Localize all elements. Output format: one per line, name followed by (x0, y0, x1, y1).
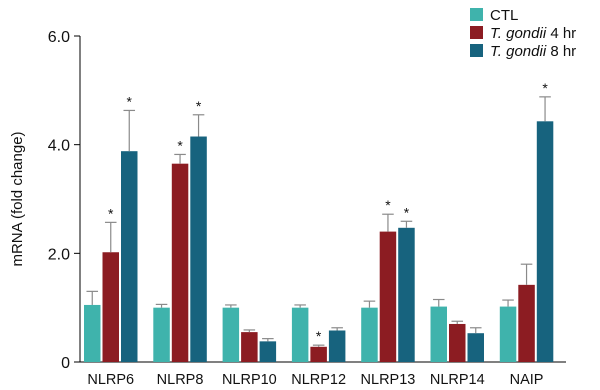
error-bar (520, 263, 533, 285)
bar (430, 306, 447, 362)
legend-swatch (470, 26, 483, 39)
error-bar (104, 221, 117, 253)
legend-item: CTL (470, 7, 518, 24)
significance-marker: * (196, 98, 202, 114)
bar (171, 163, 189, 362)
error-bar (174, 153, 186, 164)
error-bar (86, 290, 99, 305)
significance-marker: * (385, 197, 391, 213)
legend-label: T. gondii 8 hr (490, 43, 576, 60)
y-ticks: 0 2.0 4.0 6.0 (48, 29, 80, 372)
error-bar (331, 327, 343, 331)
legend-swatch (470, 8, 483, 21)
bar (361, 307, 378, 362)
significance-marker: * (177, 137, 183, 153)
bar-group (430, 298, 484, 362)
x-tick-label: NLRP12 (291, 372, 346, 388)
significance-marker: * (404, 204, 410, 220)
error-bar (192, 114, 205, 137)
x-tick-label: NLRP6 (87, 372, 134, 388)
error-bar (502, 299, 514, 307)
x-tick-label: NLRP10 (222, 372, 277, 388)
x-tick-label: NAIP (510, 372, 544, 388)
error-bar (539, 96, 551, 122)
y-axis-label: mRNA (fold change) (9, 131, 26, 266)
y-tick-label: 4.0 (48, 138, 70, 155)
bar (536, 121, 554, 362)
bar (190, 136, 207, 362)
y-axis: 0 2.0 4.0 6.0 mRNA (fold change) (9, 29, 81, 372)
bar (467, 333, 484, 362)
bars: ****** ** (84, 80, 554, 362)
legend-item: T. gondii 8 hr (470, 43, 576, 60)
legend-swatch (470, 44, 483, 57)
error-bar (294, 304, 306, 308)
bar (518, 284, 535, 362)
bar (379, 231, 397, 362)
error-bar (123, 109, 136, 152)
significance-marker: * (127, 93, 133, 109)
error-bar (243, 329, 256, 333)
x-tick-label: NLRP13 (361, 372, 416, 388)
bar-group: ** (361, 197, 415, 362)
bar (241, 332, 258, 362)
bar-group (222, 304, 277, 362)
y-tick-label: 0 (61, 355, 70, 372)
x-axis: NLRP6 NLRP8 NLRP10 NLRP12 NLRP13 NLRP14 NAIP (80, 361, 566, 388)
bar-group: * (499, 80, 554, 362)
error-bar (382, 213, 394, 232)
bar (102, 252, 119, 362)
bar (398, 227, 415, 362)
legend-item: T. gondii 4 hr (470, 25, 576, 42)
error-bar (363, 300, 376, 308)
legend-label: T. gondii 4 hr (490, 25, 576, 42)
bar (259, 341, 277, 362)
x-tick-labels: NLRP6 NLRP8 NLRP10 NLRP12 NLRP13 NLRP14 NAIP (87, 372, 543, 388)
error-bar (262, 338, 274, 342)
x-tick-label: NLRP14 (430, 372, 485, 388)
significance-marker: * (316, 328, 322, 344)
error-bar (432, 298, 445, 307)
bar (222, 307, 240, 362)
bar (449, 323, 466, 362)
significance-marker: * (108, 205, 114, 221)
bar (310, 346, 327, 362)
bar (121, 151, 138, 362)
error-bar (225, 304, 237, 308)
bar-group: * (291, 304, 346, 362)
y-tick-label: 2.0 (48, 246, 70, 263)
bar-group: ** (84, 93, 138, 362)
error-bar (312, 344, 325, 347)
error-bar (400, 220, 413, 228)
bar (291, 307, 309, 362)
bar (499, 306, 517, 362)
bar (328, 330, 346, 362)
legend-label: CTL (490, 7, 518, 24)
error-bar (451, 320, 464, 324)
error-bar (155, 303, 168, 308)
x-tick-label: NLRP8 (157, 372, 204, 388)
bar (84, 304, 101, 362)
bar (153, 307, 170, 362)
significance-marker: * (542, 80, 548, 96)
error-bar (469, 327, 482, 334)
bar-group: ** (153, 98, 207, 362)
y-tick-label: 6.0 (48, 29, 70, 46)
